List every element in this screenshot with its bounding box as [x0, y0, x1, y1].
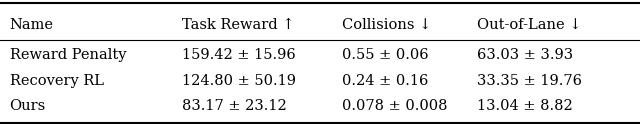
- Text: Name: Name: [10, 18, 54, 32]
- Text: Collisions ↓: Collisions ↓: [342, 18, 432, 32]
- Text: 63.03 ± 3.93: 63.03 ± 3.93: [477, 48, 573, 62]
- Text: 33.35 ± 19.76: 33.35 ± 19.76: [477, 74, 582, 88]
- Text: Reward Penalty: Reward Penalty: [10, 48, 126, 62]
- Text: 0.24 ± 0.16: 0.24 ± 0.16: [342, 74, 429, 88]
- Text: Task Reward ↑: Task Reward ↑: [182, 18, 295, 32]
- Text: 124.80 ± 50.19: 124.80 ± 50.19: [182, 74, 296, 88]
- Text: 0.55 ± 0.06: 0.55 ± 0.06: [342, 48, 429, 62]
- Text: 159.42 ± 15.96: 159.42 ± 15.96: [182, 48, 296, 62]
- Text: 0.078 ± 0.008: 0.078 ± 0.008: [342, 99, 448, 113]
- Text: Recovery RL: Recovery RL: [10, 74, 104, 88]
- Text: Out-of-Lane ↓: Out-of-Lane ↓: [477, 18, 581, 32]
- Text: 83.17 ± 23.12: 83.17 ± 23.12: [182, 99, 287, 113]
- Text: 13.04 ± 8.82: 13.04 ± 8.82: [477, 99, 573, 113]
- Text: Ours: Ours: [10, 99, 46, 113]
